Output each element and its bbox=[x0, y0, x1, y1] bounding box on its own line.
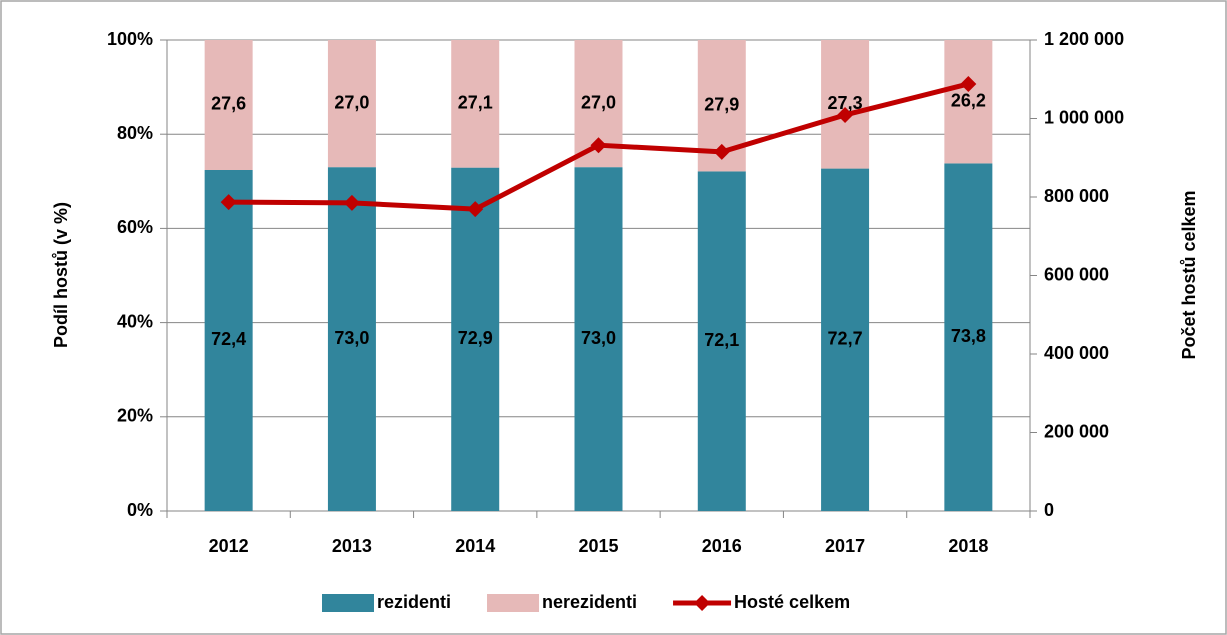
bar-segment bbox=[451, 167, 500, 512]
data-label: 27,6 bbox=[211, 94, 246, 114]
data-label: 72,4 bbox=[211, 329, 246, 349]
marker bbox=[837, 106, 854, 123]
legend-swatch bbox=[322, 594, 374, 612]
y2-tick-label: 800 000 bbox=[1044, 186, 1109, 206]
x-tick-label: 2017 bbox=[825, 536, 865, 556]
x-tick-label: 2013 bbox=[332, 536, 372, 556]
y2-axis-title: Počet hostů celkem bbox=[1179, 190, 1199, 359]
bar-segment bbox=[944, 163, 993, 512]
marker bbox=[960, 75, 977, 92]
data-label: 73,0 bbox=[581, 328, 616, 348]
x-tick-label: 2018 bbox=[948, 536, 988, 556]
bar-segment bbox=[944, 40, 993, 164]
bar-segment bbox=[821, 40, 870, 169]
data-label: 27,3 bbox=[828, 93, 863, 113]
y-tick-label: 100% bbox=[107, 29, 153, 49]
marker bbox=[590, 137, 607, 154]
x-tick-label: 2016 bbox=[702, 536, 742, 556]
legend-marker bbox=[694, 595, 711, 611]
data-label: 72,9 bbox=[458, 328, 493, 348]
y2-tick-label: 1 000 000 bbox=[1044, 107, 1124, 127]
data-label: 73,8 bbox=[951, 326, 986, 346]
bar-segment bbox=[451, 40, 500, 168]
y2-tick-label: 400 000 bbox=[1044, 343, 1109, 363]
x-tick-label: 2012 bbox=[209, 536, 249, 556]
data-label: 27,0 bbox=[334, 92, 369, 112]
y-tick-label: 0% bbox=[127, 500, 153, 520]
y2-tick-label: 600 000 bbox=[1044, 264, 1109, 284]
bar-segment bbox=[327, 167, 376, 512]
y-tick-label: 80% bbox=[117, 123, 153, 143]
legend-label: Hosté celkem bbox=[734, 592, 850, 612]
data-label: 27,1 bbox=[458, 93, 493, 113]
data-label: 72,7 bbox=[828, 329, 863, 349]
data-label: 27,0 bbox=[581, 92, 616, 112]
data-label: 72,1 bbox=[704, 330, 739, 350]
bar-segment bbox=[327, 40, 376, 168]
bar-segment bbox=[574, 167, 623, 512]
x-tick-label: 2015 bbox=[578, 536, 618, 556]
marker bbox=[713, 143, 730, 160]
bar-segment bbox=[697, 171, 746, 511]
data-label: 73,0 bbox=[334, 328, 369, 348]
legend-label: rezidenti bbox=[377, 592, 451, 612]
legend-swatch bbox=[487, 594, 540, 612]
bar-segment bbox=[204, 40, 253, 170]
marker bbox=[343, 194, 360, 211]
marker bbox=[467, 201, 484, 218]
y-tick-label: 60% bbox=[117, 217, 153, 237]
y-tick-label: 40% bbox=[117, 311, 153, 331]
legend-label: nerezidenti bbox=[542, 592, 637, 612]
y2-tick-label: 0 bbox=[1044, 500, 1054, 520]
data-label: 26,2 bbox=[951, 90, 986, 110]
marker bbox=[220, 194, 237, 211]
x-tick-label: 2014 bbox=[455, 536, 495, 556]
y2-tick-label: 1 200 000 bbox=[1044, 29, 1124, 49]
bar-segment bbox=[821, 168, 870, 511]
y-axis-title: Podíl hostů (v %) bbox=[51, 202, 71, 348]
y2-tick-label: 200 000 bbox=[1044, 421, 1109, 441]
y-tick-label: 20% bbox=[117, 406, 153, 426]
data-label: 27,9 bbox=[704, 94, 739, 114]
bar-segment bbox=[204, 169, 253, 511]
